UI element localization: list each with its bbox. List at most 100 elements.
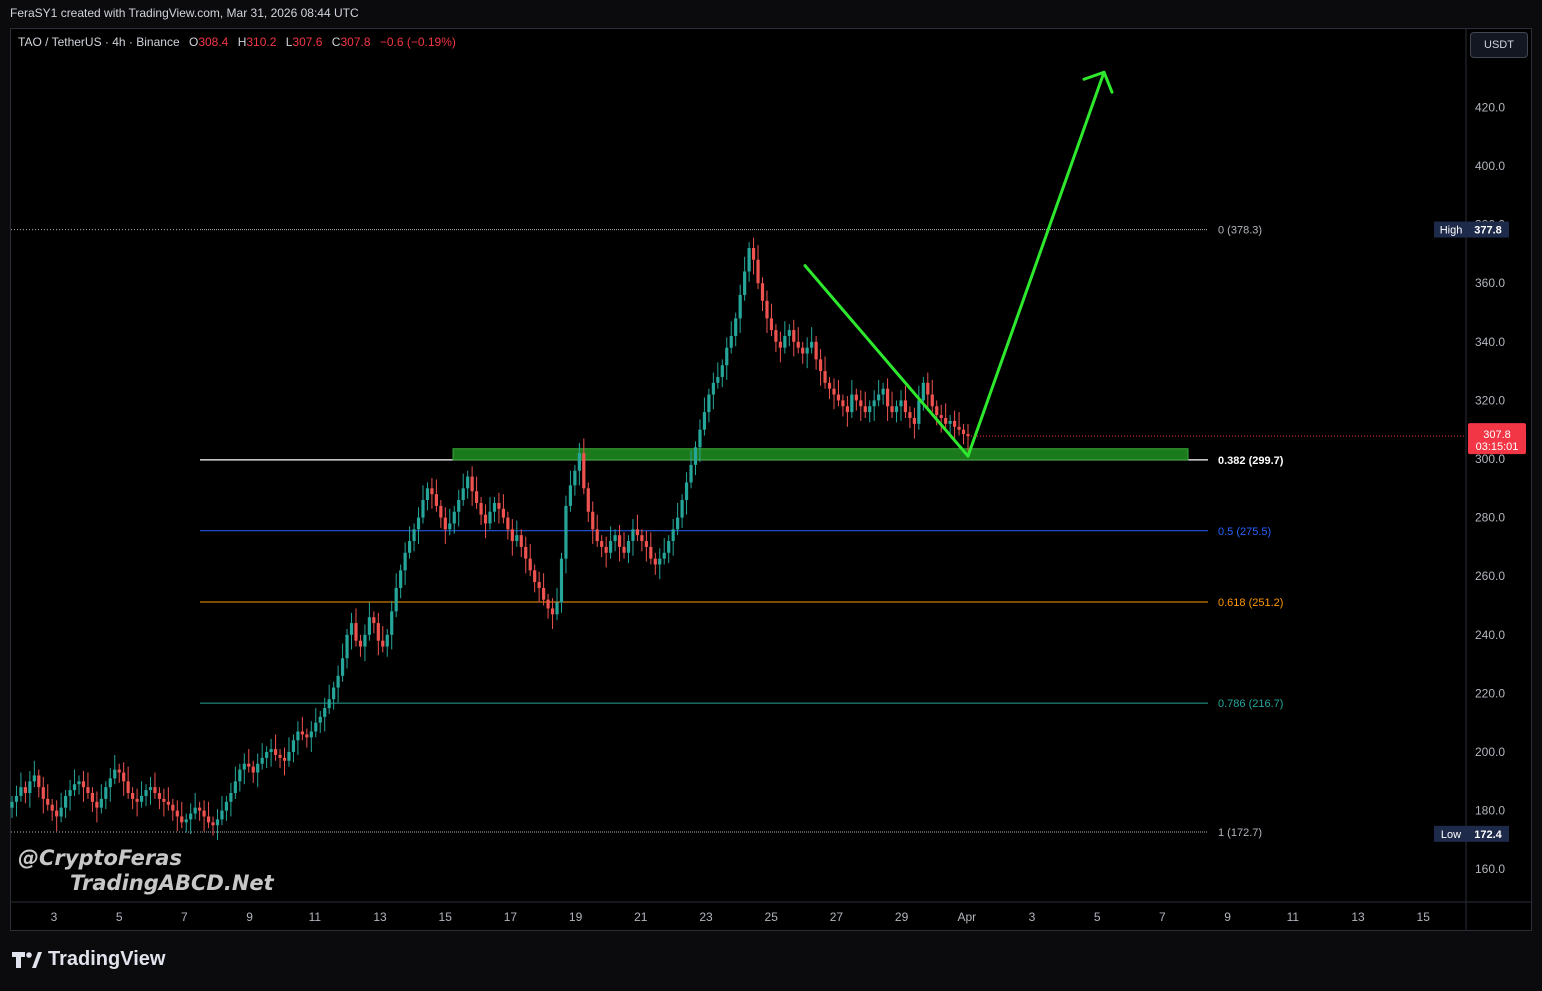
candle-body xyxy=(448,523,452,530)
projection-down-leg xyxy=(803,264,970,458)
candle-body xyxy=(693,447,698,465)
candle-body xyxy=(157,793,162,799)
candle-body xyxy=(877,394,881,401)
candle-body xyxy=(966,434,970,437)
currency-button[interactable]: USDT xyxy=(1470,32,1528,58)
candle-body xyxy=(193,807,197,814)
candle-body xyxy=(198,807,202,811)
candle-body xyxy=(961,429,966,435)
candle-body xyxy=(577,453,581,471)
candle-body xyxy=(251,766,255,773)
candle-body xyxy=(944,417,948,424)
candle-body xyxy=(488,511,492,524)
candle-body xyxy=(921,382,925,401)
candle-body xyxy=(760,283,765,301)
candle-body xyxy=(291,740,296,752)
x-tick-label: Apr xyxy=(957,910,976,924)
y-tick-label: 160.0 xyxy=(1475,862,1505,876)
candle-body xyxy=(711,382,715,395)
candle-body xyxy=(407,541,412,553)
candle-body xyxy=(206,816,211,823)
x-tick-label: 9 xyxy=(246,910,253,924)
candle-body xyxy=(564,505,568,559)
candle-body xyxy=(524,546,528,559)
candle-body xyxy=(260,757,264,764)
candle-body xyxy=(256,763,260,773)
fib-level-label: 0.618 (251.2) xyxy=(1218,597,1283,609)
x-tick-label: 21 xyxy=(634,910,648,924)
x-tick-label: 9 xyxy=(1224,910,1231,924)
candle-body xyxy=(224,801,229,811)
high-label: H xyxy=(237,35,247,49)
tradingview-logo[interactable]: TradingView xyxy=(12,948,165,971)
candle-body xyxy=(631,529,635,542)
candle-body xyxy=(917,400,921,424)
chart-frame xyxy=(10,28,1532,931)
y-tick-label: 340.0 xyxy=(1475,335,1505,349)
candle-body xyxy=(144,790,148,796)
candle-body xyxy=(220,810,224,820)
high-marker-value: 377.8 xyxy=(1474,225,1502,237)
candle-body xyxy=(792,330,796,342)
candle-body xyxy=(573,470,577,486)
candle-body xyxy=(470,476,474,492)
candle-body xyxy=(684,482,689,501)
x-tick-label: 11 xyxy=(1287,910,1300,924)
candle-body xyxy=(269,749,273,752)
y-tick-label: 200.0 xyxy=(1475,745,1505,759)
candle-body xyxy=(399,570,403,588)
x-tick-label: 5 xyxy=(116,910,123,924)
candle-body xyxy=(769,318,774,331)
candle-body xyxy=(300,731,304,735)
x-tick-label: 13 xyxy=(1351,910,1365,924)
x-tick-label: 7 xyxy=(181,910,188,924)
candle-body xyxy=(559,558,564,603)
x-tick-label: 3 xyxy=(51,910,58,924)
candle-body xyxy=(278,754,282,758)
candle-body xyxy=(814,341,818,360)
candle-body xyxy=(667,541,671,553)
y-tick-label: 420.0 xyxy=(1475,100,1505,114)
candle-body xyxy=(113,769,117,779)
candle-body xyxy=(23,787,28,794)
candle-body xyxy=(568,485,573,506)
candle-body xyxy=(171,804,175,811)
x-tick-label: 3 xyxy=(1029,910,1036,924)
candle-body xyxy=(649,546,653,559)
candle-body xyxy=(14,795,19,802)
candle-body xyxy=(483,514,488,524)
candle-body xyxy=(425,488,430,501)
candle-body xyxy=(671,529,675,542)
candle-body xyxy=(881,388,885,395)
candle-body xyxy=(859,400,863,407)
high-value: 310.2 xyxy=(246,35,277,49)
candle-body xyxy=(635,529,640,536)
candle-body xyxy=(327,699,331,709)
candle-body xyxy=(323,708,327,717)
high-marker-label-bg xyxy=(1434,221,1468,238)
candle-body xyxy=(421,500,425,518)
candle-body xyxy=(381,640,385,647)
last-price-tag xyxy=(1468,423,1526,455)
candle-body xyxy=(59,807,63,817)
candle-body xyxy=(868,406,872,413)
candle-body xyxy=(528,558,532,571)
candle-body xyxy=(72,784,77,791)
candle-body xyxy=(439,505,443,518)
candle-body xyxy=(139,795,144,802)
high-marker-value-bg xyxy=(1468,221,1509,238)
candle-body xyxy=(390,611,394,635)
watermark-handle: @CryptoFeras xyxy=(18,846,182,870)
projection-arrowhead xyxy=(1082,70,1114,94)
projection-up-leg xyxy=(966,70,1106,458)
symbol-name[interactable]: TAO / TetherUS · 4h · Binance xyxy=(18,35,180,49)
chart-credit: FeraSY1 created with TradingView.com, Ma… xyxy=(10,6,359,20)
candle-body xyxy=(46,798,50,805)
watermark-site: TradingABCD.Net xyxy=(70,871,274,895)
support-zone xyxy=(452,448,1189,461)
x-tick-label: 7 xyxy=(1159,910,1166,924)
candle-body xyxy=(461,488,465,501)
candle-body xyxy=(233,781,237,794)
candle-body xyxy=(600,541,604,547)
